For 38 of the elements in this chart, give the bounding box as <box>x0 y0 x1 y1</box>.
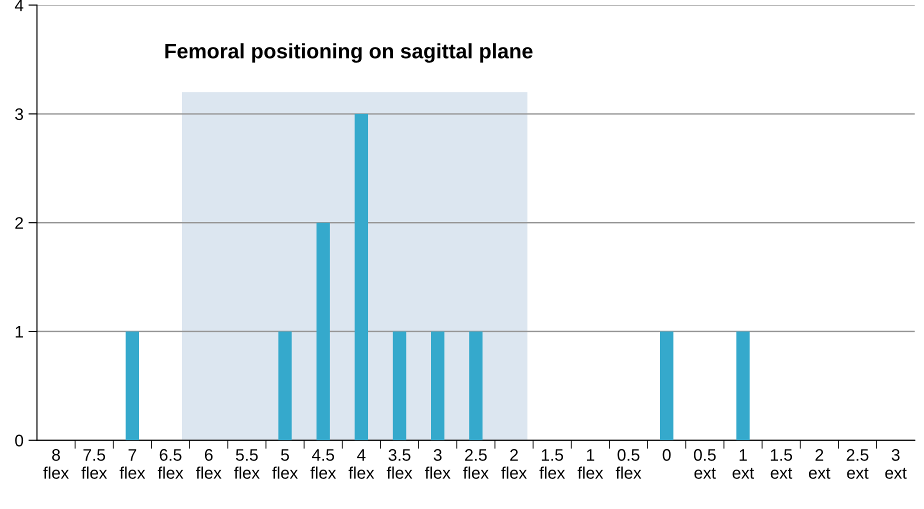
x-tick-label: 2 ext <box>808 449 830 479</box>
x-tick-label: 7 flex <box>120 449 146 479</box>
x-tick-label: 8 flex <box>43 449 69 479</box>
x-tick-label: 2.5 flex <box>463 449 489 479</box>
x-tick-label: 4 flex <box>348 449 374 479</box>
x-tick-label: 1.5 ext <box>770 449 792 479</box>
text: Femoral positioning on sagittal plane <box>165 43 533 63</box>
bar <box>431 331 444 440</box>
x-tick-label: 0.5 ext <box>694 449 716 479</box>
x-tick-label: 5 flex <box>272 449 298 479</box>
x-tick-label: 0.5 flex <box>616 449 642 479</box>
bar <box>736 331 750 440</box>
y-tick-label: 1 <box>16 326 23 338</box>
x-tick-label: 2 flex <box>501 449 527 479</box>
x-tick-label: 1 flex <box>578 449 604 479</box>
x-tick-label: 5.5 flex <box>234 449 260 479</box>
bar <box>392 331 406 440</box>
y-tick-label: 3 <box>15 108 24 120</box>
bar <box>660 331 674 440</box>
x-tick-label: 1.5 flex <box>539 449 565 479</box>
x-tick-label: 6.5 flex <box>158 449 184 479</box>
bar <box>354 114 368 440</box>
bar <box>469 331 483 440</box>
x-tick-label: 3 ext <box>885 449 907 479</box>
x-tick-label: 4.5 flex <box>310 449 336 479</box>
x-tick-label: 6 flex <box>196 449 222 479</box>
y-tick-label: 4 <box>14 0 24 12</box>
x-tick-label: 3.5 flex <box>386 449 412 479</box>
x-tick-label: 1 ext <box>732 449 754 479</box>
bar <box>278 331 292 440</box>
y-tick-label: 2 <box>15 217 23 229</box>
x-tick-label: 3 flex <box>424 449 450 479</box>
x-tick-label: 0 <box>662 449 671 461</box>
bar <box>316 222 330 440</box>
x-tick-label: 2.5 ext <box>846 449 869 479</box>
x-tick-label: 7.5 flex <box>81 449 107 479</box>
bar <box>126 331 140 440</box>
y-tick-label: 0 <box>15 434 24 446</box>
